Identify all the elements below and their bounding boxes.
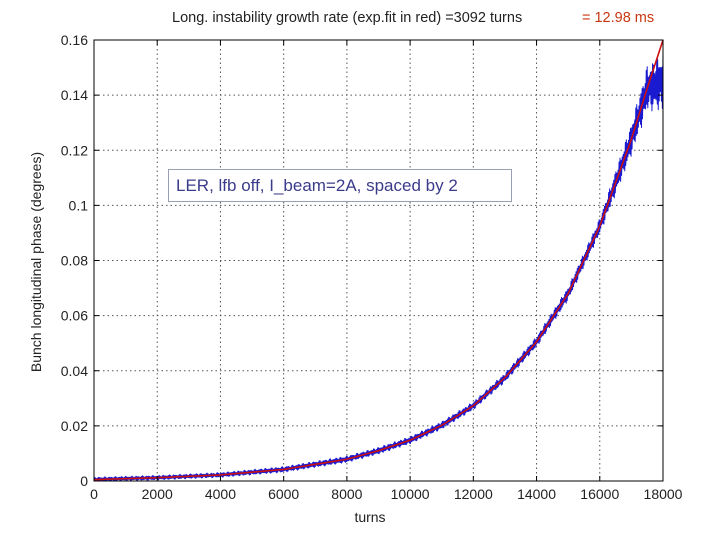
y-tick-label: 0.06: [61, 308, 88, 324]
x-tick-label: 10000: [391, 486, 430, 502]
series-measured-line: [93, 53, 664, 482]
y-tick-label: 0.02: [61, 418, 88, 434]
x-tick-label: 2000: [142, 486, 173, 502]
series-fit-line: [93, 39, 664, 481]
y-tick-label: 0: [80, 473, 88, 489]
y-tick-label: 0.12: [61, 142, 88, 158]
y-tick-label: 0.1: [69, 197, 89, 213]
y-tick-label: 0.04: [61, 363, 88, 379]
x-tick-label: 18000: [644, 486, 683, 502]
y-tick-label: 0.08: [61, 253, 88, 269]
annotation-box: LER, lfb off, I_beam=2A, spaced by 2: [168, 169, 512, 202]
x-tick-label: 12000: [454, 486, 493, 502]
y-tick-label: 0.16: [61, 32, 88, 48]
x-tick-label: 4000: [205, 486, 236, 502]
x-tick-label: 8000: [331, 486, 362, 502]
x-tick-label: 16000: [580, 486, 619, 502]
chart-title: Long. instability growth rate (exp.fit i…: [172, 10, 523, 26]
x-axis-label: turns: [354, 509, 386, 525]
chart-title-highlight: = 12.98 ms: [582, 10, 655, 26]
x-tick-label: 0: [90, 486, 98, 502]
y-tick-label: 0.14: [61, 87, 88, 103]
x-tick-label: 14000: [517, 486, 556, 502]
x-tick-label: 6000: [268, 486, 299, 502]
